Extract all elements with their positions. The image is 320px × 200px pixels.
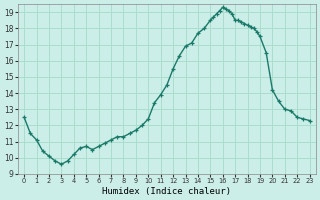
X-axis label: Humidex (Indice chaleur): Humidex (Indice chaleur) <box>102 187 231 196</box>
